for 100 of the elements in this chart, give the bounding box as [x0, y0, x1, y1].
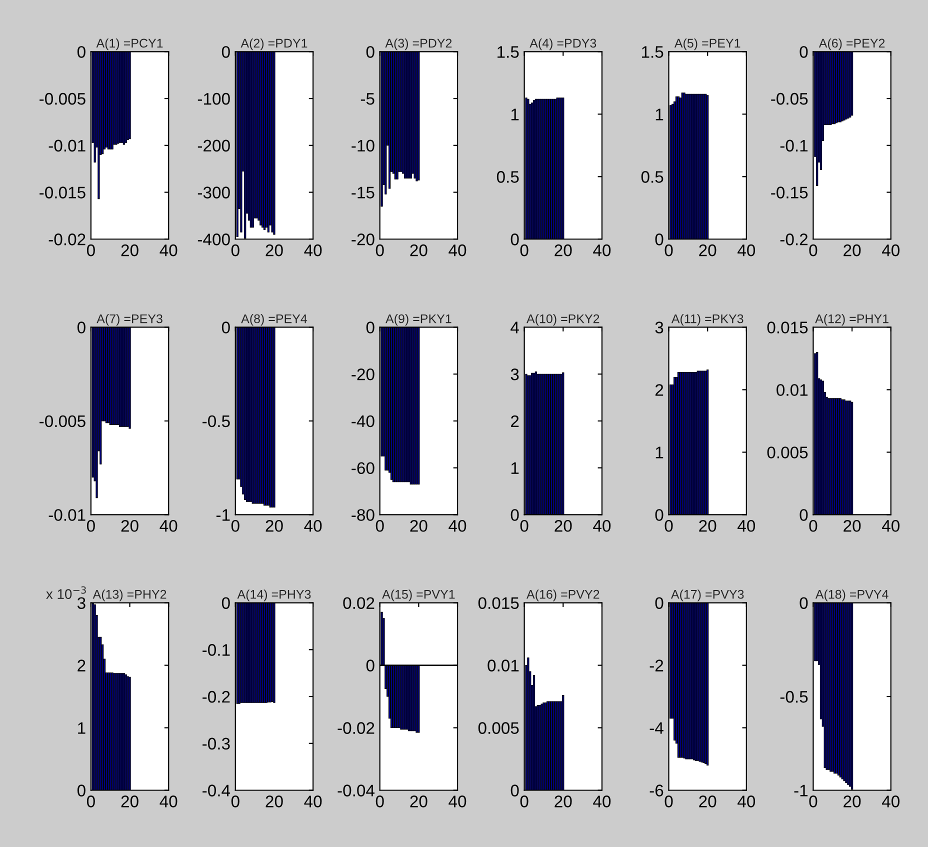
y-tick-label: -0.1 [202, 644, 230, 656]
y-tick-label: -0.2 [202, 690, 230, 703]
y-tick-label: -1 [216, 509, 230, 521]
x-tick-label: 0 [664, 796, 673, 808]
x-tick-label: 20 [121, 520, 138, 532]
y-tick-label: -0.5 [780, 690, 808, 703]
y-tick-label: 0.005 [767, 446, 808, 458]
y-tick-label: 0 [366, 322, 374, 334]
chart-title: A(7) =PEY3 [96, 314, 162, 326]
y-tick-label: -10 [352, 140, 374, 152]
y-tick-label: 0 [800, 46, 808, 58]
x-tick-label: 20 [410, 244, 428, 256]
y-tick-label: 0.015 [478, 597, 519, 609]
x-tick-label: 20 [554, 796, 572, 808]
x-tick-label: 40 [304, 244, 322, 256]
x-tick-label: 20 [121, 244, 138, 256]
y-tick-label: 0 [655, 597, 664, 609]
x-tick-label: 0 [231, 520, 240, 532]
y-tick-label: -80 [352, 509, 374, 521]
y-tick-label: 2 [655, 384, 664, 396]
y-tick-label: -0.02 [48, 234, 86, 246]
y-tick-label: -0.015 [40, 186, 86, 198]
x-tick-label: 40 [304, 796, 322, 808]
x-tick-label: 40 [882, 520, 900, 532]
y-tick-label: -2 [650, 660, 664, 672]
x-tick-label: 20 [266, 520, 283, 532]
y-tick-label: -0.005 [40, 92, 86, 105]
chart-title: A(17) =PVY3 [670, 590, 744, 602]
x-tick-label: 20 [266, 244, 283, 256]
y-tick-label: 0.005 [478, 722, 519, 734]
y-tick-label: 0 [800, 509, 808, 521]
y-tick-label: -4 [650, 722, 664, 734]
chart-title: A(3) =PDY2 [385, 38, 452, 50]
y-tick-label: -0.5 [202, 415, 230, 428]
x-tick-label: 40 [160, 520, 178, 532]
chart-title: A(2) =PDY1 [240, 38, 308, 50]
y-tick-label: -6 [650, 784, 664, 796]
x-tick-label: 0 [520, 244, 528, 256]
y-tick-label: 0 [510, 784, 519, 796]
y-tick-label: 2 [511, 415, 519, 427]
y-tick-label: 1 [511, 108, 519, 120]
x-tick-label: 0 [809, 796, 818, 808]
y-tick-label: 1 [656, 108, 664, 120]
x-tick-label: 40 [593, 244, 611, 256]
x-tick-label: 40 [593, 796, 611, 808]
y-tick-label: 0.5 [496, 171, 519, 183]
x-tick-label: 40 [738, 520, 756, 532]
y-tick-label: -20 [352, 234, 374, 246]
y-tick-label: 0 [655, 509, 664, 521]
y-tick-label: 1 [78, 722, 86, 734]
y-tick-label: -100 [198, 92, 230, 105]
y-tick-label: -0.05 [771, 92, 808, 105]
y-tick-label: -200 [198, 140, 230, 152]
y-tick-label: 3 [510, 368, 519, 380]
x-tick-label: 20 [844, 796, 861, 808]
y-tick-label: 1.5 [642, 46, 664, 58]
chart-title: A(1) =PCY1 [96, 38, 163, 50]
y-tick-label: 0 [222, 322, 230, 334]
y-tick-label: 3 [655, 322, 664, 334]
y-tick-label: 4 [510, 322, 519, 334]
y-tick-label: 0 [510, 234, 519, 246]
y-tick-label: -0.4 [202, 784, 230, 796]
x-tick-label: 40 [448, 520, 466, 532]
y-tick-label: 0 [510, 509, 519, 521]
y-tick-label: 0 [222, 46, 230, 58]
y-tick-label: 2 [78, 660, 86, 672]
x-tick-label: 0 [86, 796, 95, 808]
y-tick-label: -0.04 [338, 784, 375, 796]
y-tick-label: 0 [800, 597, 808, 609]
y-tick-label: 3 [77, 597, 86, 609]
x-tick-label: 0 [664, 520, 673, 532]
y-tick-label: -60 [352, 462, 374, 474]
y-tick-label: -0.01 [48, 509, 86, 521]
x-tick-label: 40 [738, 796, 756, 808]
chart-title: A(18) =PVY4 [815, 590, 888, 602]
y-tick-label: 0.01 [776, 384, 808, 396]
x-tick-label: 40 [304, 520, 322, 532]
y-tick-label: 0 [366, 660, 374, 672]
y-tick-label: -1 [794, 784, 808, 796]
y-tick-label: 0 [77, 322, 86, 334]
chart-title: A(11) =PKY3 [671, 314, 744, 326]
x-tick-label: 20 [410, 796, 428, 808]
y-tick-label: -0.1 [780, 140, 808, 152]
x-tick-label: 0 [231, 796, 240, 808]
x-tick-label: 20 [699, 520, 716, 532]
y-tick-label: -0.005 [40, 415, 86, 428]
chart-title: A(14) =PHY3 [237, 590, 311, 602]
x-tick-label: 20 [410, 520, 428, 532]
x-tick-label: 20 [844, 244, 861, 256]
x-tick-label: 20 [266, 796, 283, 808]
y-tick-label: 0.5 [641, 171, 664, 183]
x-tick-label: 20 [121, 796, 138, 808]
x-tick-label: 20 [699, 796, 716, 808]
y-tick-label: -40 [352, 415, 374, 428]
y-tick-label: 0 [77, 784, 86, 796]
x-tick-label: 0 [376, 796, 384, 808]
y-tick-label: -0.01 [48, 140, 86, 152]
x-tick-label: 0 [231, 244, 240, 256]
chart-title: A(13) =PHY2 [92, 590, 166, 602]
y-tick-label: 0 [366, 46, 374, 58]
